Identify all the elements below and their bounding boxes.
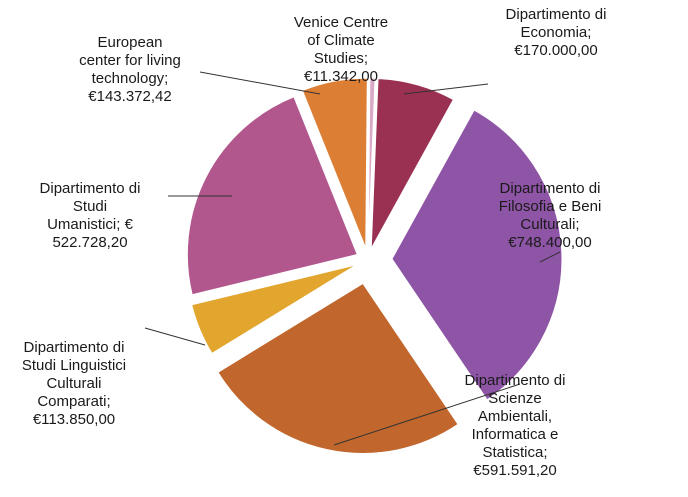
slice-label-4: Dipartimento di Studi Linguistici Cultur… <box>21 339 127 428</box>
slice-label-3: Dipartimento di Scienze Ambientali, Info… <box>464 372 566 479</box>
pie-slice-5 <box>186 96 359 296</box>
slice-label-6: European center for living technology; €… <box>79 34 181 105</box>
pie-slice-1 <box>370 78 455 249</box>
slice-label-2: Dipartimento di Filosofia e Beni Cultura… <box>498 180 602 251</box>
leader-line-6 <box>199 71 321 95</box>
slice-label-7: Venice Centre of Climate Studies; €11.34… <box>293 14 389 85</box>
pie-slice-2 <box>391 109 563 401</box>
pie-slice-3 <box>217 282 459 454</box>
slice-label-5: Dipartimento di Studi Umanistici; € 522.… <box>39 180 141 251</box>
pie-slice-7 <box>367 77 376 249</box>
pie-slice-4 <box>191 264 358 355</box>
leader-line-1 <box>403 83 489 95</box>
leader-line-4 <box>144 327 206 346</box>
leader-line-2 <box>539 251 561 263</box>
leader-line-3 <box>333 383 521 446</box>
slice-label-1: Dipartimento di Economia; €170.000,00 <box>505 6 607 59</box>
